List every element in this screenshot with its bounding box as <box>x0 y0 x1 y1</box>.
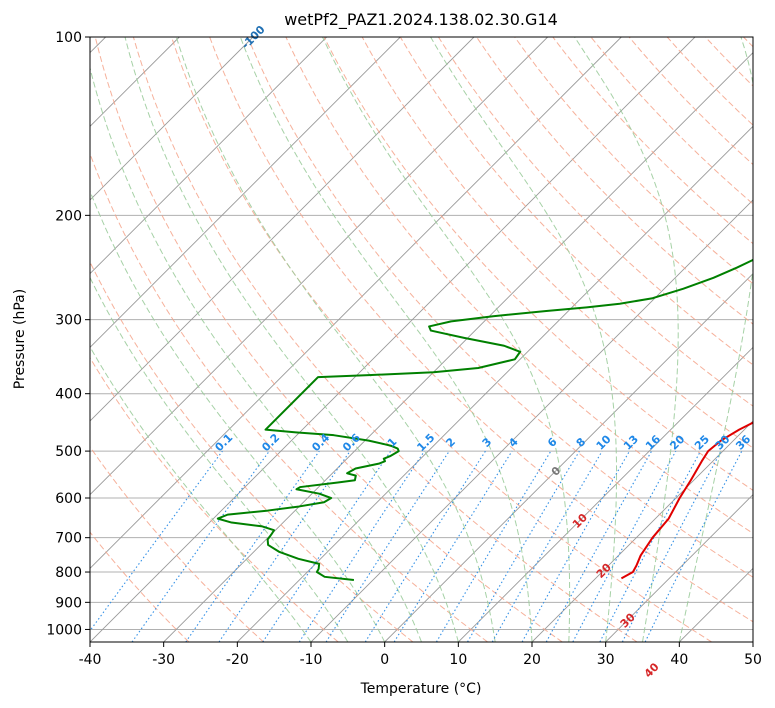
isotherm-line <box>384 273 753 642</box>
x-tick-label: 0 <box>380 652 389 668</box>
isotherm-line <box>90 37 622 569</box>
y-tick-label: 300 <box>55 313 82 329</box>
mixing-ratio-line <box>435 450 552 642</box>
isotherm-line <box>90 37 696 642</box>
chart-title: wetPf2_PAZ1.2024.138.02.30.G14 <box>284 10 558 30</box>
moist-adiabat <box>175 37 496 642</box>
temperature-trace <box>620 421 753 580</box>
y-tick-label: 700 <box>55 531 82 547</box>
moist-adiabat <box>90 345 312 642</box>
plot-area <box>90 37 753 642</box>
mixing-ratio-line <box>90 450 223 632</box>
isotherm-line <box>237 125 753 642</box>
dry-adiabat <box>247 37 753 578</box>
mixing-ratio-line <box>393 450 513 642</box>
moist-adiabat <box>90 66 422 642</box>
y-tick-label: 100 <box>55 30 82 46</box>
y-tick-label: 600 <box>55 491 82 507</box>
isotherm-line <box>458 346 753 642</box>
dry-adiabat <box>399 37 753 407</box>
isotherm-line <box>163 52 753 642</box>
y-axis-label: Pressure (hPa) <box>12 289 28 389</box>
mixing-ratio-line <box>572 450 677 642</box>
plot-frame <box>89 36 754 643</box>
grid-lines <box>90 37 753 642</box>
x-tick-label: 30 <box>597 652 615 668</box>
moist-adiabat <box>678 37 753 642</box>
isotherm-line <box>90 37 548 496</box>
y-tick-label: 800 <box>55 565 82 581</box>
y-tick-label: 900 <box>55 595 82 611</box>
moist-adiabat <box>574 37 679 642</box>
mixing-ratio-line <box>545 450 653 642</box>
y-tick-label: 1000 <box>46 622 82 638</box>
isotherm-line <box>531 420 753 642</box>
moist-adiabat <box>90 276 349 642</box>
dry-adiabat <box>285 37 753 534</box>
isotherm-line <box>90 37 401 348</box>
dry-adiabat <box>209 37 753 623</box>
moist-adiabat <box>430 37 618 642</box>
x-tick-label: -40 <box>79 652 102 668</box>
dry-adiabats <box>90 37 753 642</box>
moist-adiabat <box>124 37 459 642</box>
isotherm-line <box>605 494 753 642</box>
mixing-ratio-line <box>325 450 450 642</box>
mixing-ratio-lines <box>90 450 743 642</box>
mixing-ratio-line <box>364 450 486 642</box>
moist-adiabat <box>322 37 571 642</box>
mixing-ratio-line <box>467 450 580 642</box>
y-tick-label: 500 <box>55 444 82 460</box>
mixing-ratio-line <box>185 450 320 642</box>
moist-adiabat <box>90 189 386 642</box>
x-axis-label: Temperature (°C) <box>360 681 482 697</box>
dry-adiabat <box>438 37 753 366</box>
x-tick-label: -10 <box>300 652 323 668</box>
moist-adiabats <box>90 37 753 642</box>
mixing-ratio-line <box>131 450 270 642</box>
isotherm-line <box>90 37 254 201</box>
x-tick-label: 40 <box>670 652 688 668</box>
sounding-traces <box>216 258 753 581</box>
dry-adiabat <box>323 37 753 491</box>
x-tick-label: 20 <box>523 652 541 668</box>
dry-adiabat <box>361 37 753 449</box>
x-tick-label: -20 <box>226 652 249 668</box>
dry-adiabat <box>90 531 190 642</box>
mixing-ratio-line <box>491 450 603 642</box>
x-tick-label: 50 <box>744 652 762 668</box>
dewpoint-trace <box>216 258 753 581</box>
x-tick-label: 10 <box>449 652 467 668</box>
y-tick-label: 200 <box>55 208 82 224</box>
y-tick-label: 400 <box>55 387 82 403</box>
moist-adiabat <box>239 37 533 642</box>
dry-adiabat <box>90 260 414 642</box>
dry-adiabat <box>132 37 638 642</box>
isotherm-line <box>90 37 327 275</box>
dry-adiabat <box>94 37 563 642</box>
x-tick-label: -30 <box>152 652 175 668</box>
isotherm-line <box>90 37 475 422</box>
axes: -40 -30 -20 -10 0 10 20 30 40 50 100 200 300 400 500 60… <box>46 30 762 668</box>
mixing-ratio-line <box>521 450 630 642</box>
